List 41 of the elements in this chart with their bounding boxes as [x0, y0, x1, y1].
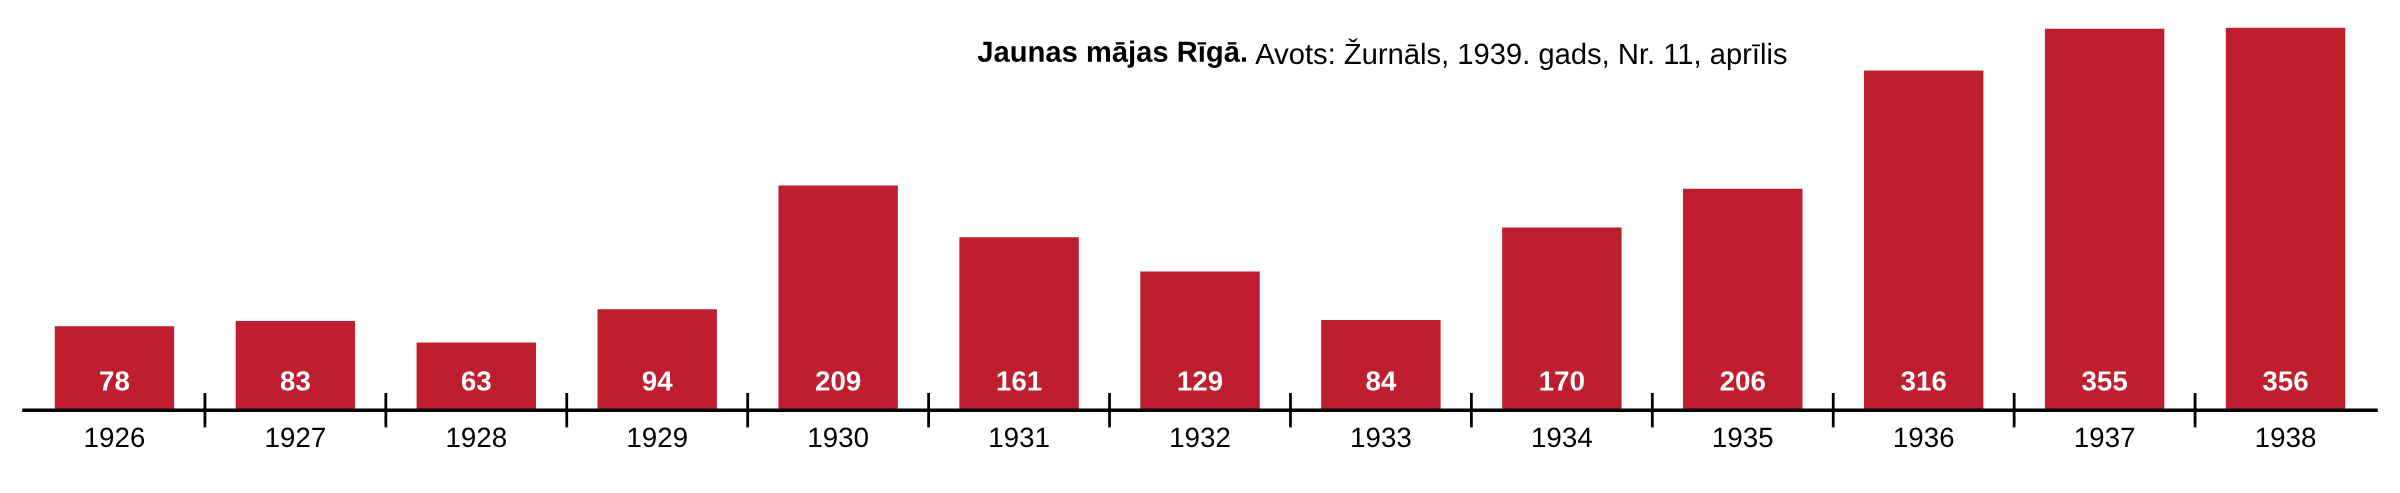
data-label: 209	[815, 371, 861, 391]
bar	[2225, 27, 2346, 411]
data-label: 206	[1720, 371, 1765, 391]
x-tick-label: 1938	[2256, 427, 2316, 448]
x-tick-label: 1934	[1533, 427, 1592, 448]
data-label: 316	[1901, 371, 1946, 391]
bar	[1502, 227, 1622, 411]
bar	[416, 342, 537, 411]
bar	[1321, 319, 1441, 411]
bar	[235, 320, 356, 411]
bar	[597, 309, 717, 411]
x-tick-label: 1927	[266, 427, 325, 448]
data-label: 161	[997, 371, 1042, 391]
data-label: 129	[1178, 371, 1223, 391]
data-label: 83	[280, 371, 310, 391]
bar	[959, 237, 1079, 411]
data-label: 84	[1366, 371, 1397, 391]
x-tick-label: 1926	[85, 427, 145, 448]
data-label: 170	[1540, 371, 1584, 391]
bar	[2044, 28, 2165, 411]
x-tick-label: 1933	[1352, 427, 1411, 448]
x-tick-label: 1928	[447, 427, 506, 448]
data-label: 94	[642, 371, 673, 391]
data-label: 63	[461, 371, 491, 391]
x-tick-label: 1930	[809, 427, 868, 448]
chart-title: Jaunas mājas Rīgā.	[977, 40, 1247, 68]
x-tick-label: 1935	[1713, 427, 1773, 448]
x-tick-label: 1931	[990, 427, 1049, 448]
bar	[54, 326, 175, 411]
bar	[1683, 188, 1803, 411]
bar	[1863, 70, 1984, 411]
x-tick-label: 1932	[1171, 427, 1230, 448]
x-tick-label: 1936	[1894, 427, 1954, 448]
annotation: Avots: Žurnāls, 1939. gads, Nr. 11, aprīlis	[1255, 38, 1787, 70]
data-label: 355	[2082, 371, 2128, 391]
data-label: 356	[2263, 371, 2308, 391]
x-tick-label: 1929	[628, 427, 687, 448]
data-label: 78	[100, 371, 130, 391]
bar	[778, 185, 898, 411]
bar	[1140, 271, 1260, 411]
x-tick-label: 1937	[2075, 427, 2135, 448]
